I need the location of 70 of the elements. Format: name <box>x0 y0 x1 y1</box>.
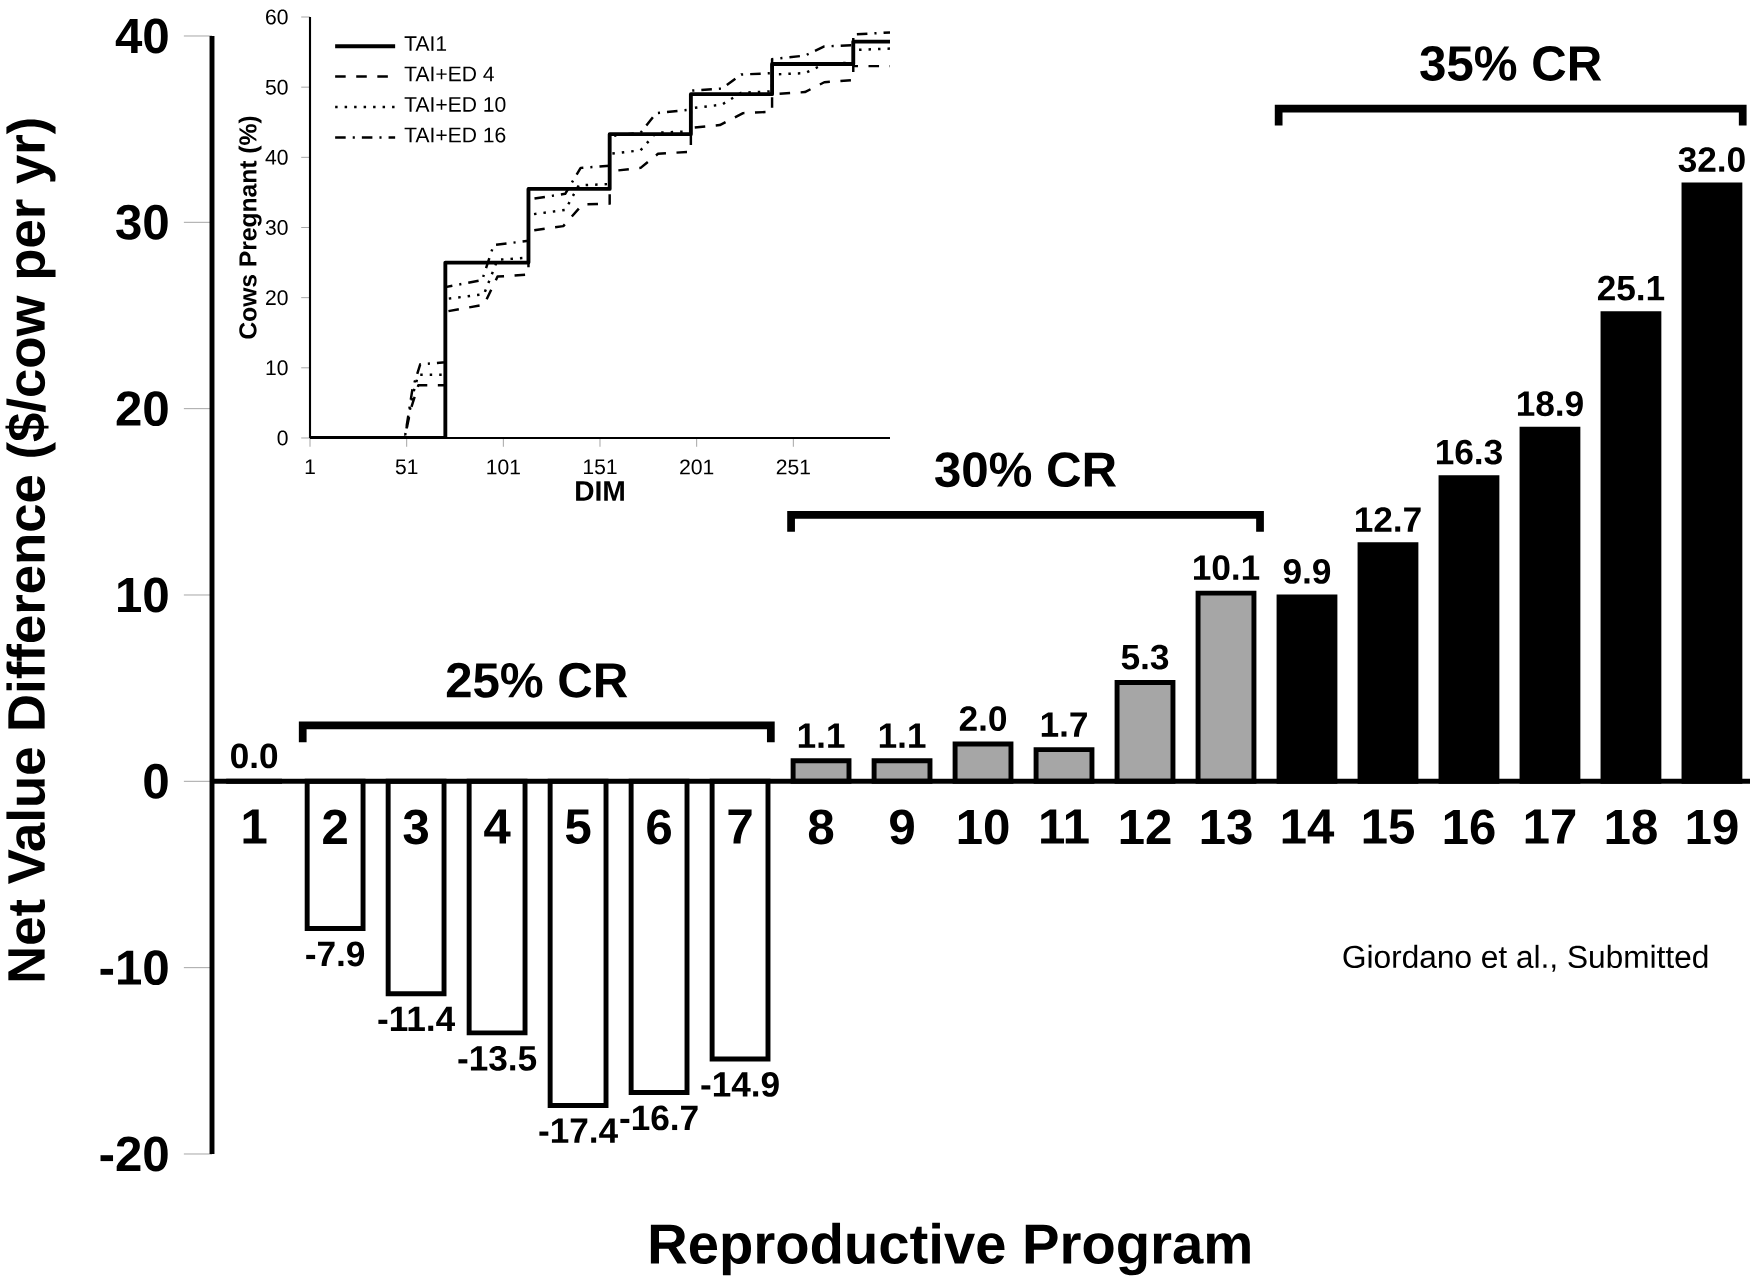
x-tick-label: 9 <box>890 809 914 845</box>
x-axis-title: Reproductive Program <box>650 1222 1250 1276</box>
x-tick-label: 201 <box>680 459 714 475</box>
y-tick-label: 60 <box>266 9 288 25</box>
data-label: 1.1 <box>798 723 845 748</box>
x-tick-label: 51 <box>395 459 418 475</box>
x-tick-label: 6 <box>647 809 671 845</box>
y-axis-title: Net Value Difference ($/cow per yr) <box>5 119 56 981</box>
y-tick-label: 20 <box>266 290 288 306</box>
y-tick-label: 0 <box>144 763 168 799</box>
data-label: 0.0 <box>231 743 278 769</box>
x-tick-label: 1 <box>305 459 315 475</box>
x-tick-label: 1 <box>243 809 267 844</box>
annotation: 30% CR <box>935 452 1117 488</box>
legend-label: TAI1 <box>404 36 447 51</box>
y-tick-label: 40 <box>115 18 168 54</box>
x-tick-label: 12 <box>1120 809 1171 844</box>
x-tick-label: 3 <box>403 809 428 845</box>
data-label: 2.0 <box>959 706 1007 732</box>
x-tick-label: 13 <box>1201 809 1252 845</box>
data-label: 5.3 <box>1121 644 1169 670</box>
x-tick-label: 19 <box>1687 809 1738 845</box>
y-tick-label: -10 <box>100 950 168 986</box>
y-axis-title: Cows Pregnant (%) <box>238 116 262 339</box>
x-tick-label: 10 <box>958 809 1009 845</box>
x-tick-label: 101 <box>487 459 520 475</box>
legend-label: TAI+ED 4 <box>404 66 494 82</box>
data-label: 1.7 <box>1041 712 1087 737</box>
data-label: 1.1 <box>879 723 926 748</box>
x-tick-label: 151 <box>584 459 617 475</box>
x-tick-label: 14 <box>1282 809 1335 844</box>
data-label: 32.0 <box>1678 147 1745 173</box>
data-label: -16.7 <box>620 1105 698 1131</box>
y-tick-label: -20 <box>100 1136 168 1172</box>
data-label: 9.9 <box>1283 558 1331 584</box>
x-tick-label: 17 <box>1525 809 1576 844</box>
y-tick-label: 20 <box>116 391 168 427</box>
y-tick-label: 0 <box>277 430 288 446</box>
x-tick-label: 8 <box>808 809 834 845</box>
data-label: 12.7 <box>1355 507 1421 532</box>
data-label: -14.9 <box>701 1071 779 1097</box>
data-label: 10.1 <box>1194 555 1260 581</box>
x-tick-label: 18 <box>1606 809 1657 845</box>
x-tick-label: 251 <box>776 459 810 475</box>
y-tick-label: 30 <box>116 204 168 240</box>
x-axis-title: DIM <box>576 481 624 501</box>
data-label: 18.9 <box>1517 391 1583 417</box>
x-tick-label: 16 <box>1444 809 1495 845</box>
x-tick-label: 2 <box>323 809 347 844</box>
annotation: Giordano et al., Submitted <box>1343 944 1708 972</box>
data-label: 16.3 <box>1436 439 1502 465</box>
annotation: 35% CR <box>1420 46 1602 81</box>
data-label: -17.4 <box>539 1118 618 1143</box>
legend-label: TAI+ED 16 <box>404 127 506 143</box>
data-label: -11.4 <box>378 1006 455 1031</box>
x-tick-label: 5 <box>565 809 591 844</box>
x-tick-label: 4 <box>484 809 511 844</box>
x-tick-label: 15 <box>1363 809 1414 844</box>
y-tick-label: 50 <box>265 79 288 95</box>
y-tick-label: 10 <box>266 360 288 376</box>
data-label: 25.1 <box>1597 275 1665 301</box>
y-tick-label: 40 <box>265 149 288 165</box>
annotation: 25% CR <box>446 662 628 698</box>
y-tick-label: 30 <box>265 220 288 235</box>
y-tick-label: 10 <box>118 577 168 613</box>
data-label: -7.9 <box>306 941 365 967</box>
x-tick-label: 7 <box>728 809 752 844</box>
data-label: -13.5 <box>458 1045 537 1071</box>
legend-label: TAI+ED 10 <box>404 96 506 112</box>
x-tick-label: 11 <box>1041 809 1089 844</box>
